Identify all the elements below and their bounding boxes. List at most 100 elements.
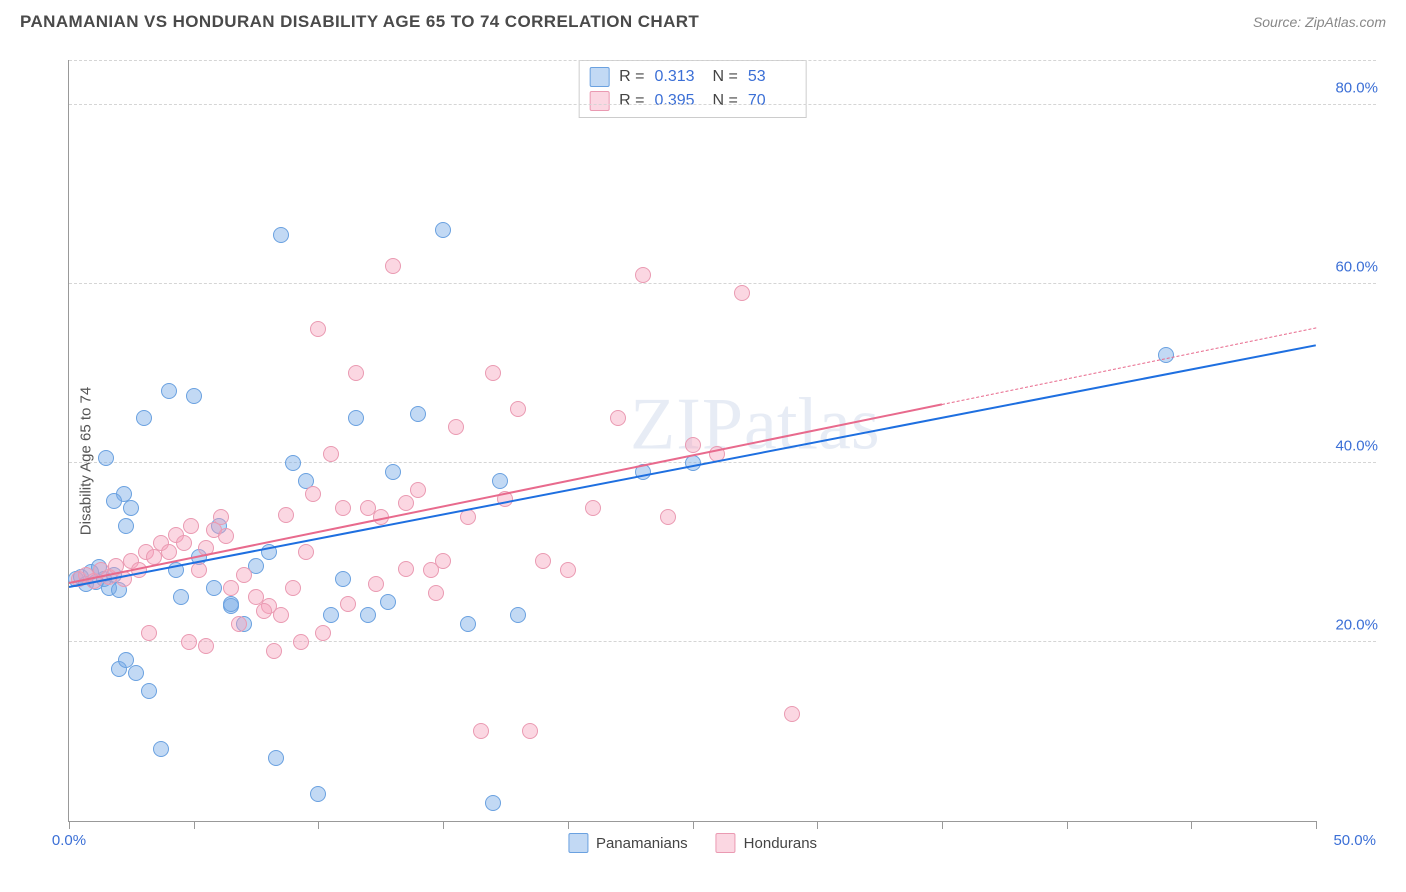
r-value: 0.395	[655, 92, 703, 110]
data-point	[223, 596, 239, 612]
data-point	[273, 227, 289, 243]
data-point	[141, 683, 157, 699]
data-point	[335, 571, 351, 587]
data-point	[223, 580, 239, 596]
r-value: 0.313	[655, 68, 703, 86]
data-point	[398, 495, 414, 511]
trend-line	[69, 403, 942, 584]
gridline	[69, 283, 1376, 284]
data-point	[310, 786, 326, 802]
n-label: N =	[713, 92, 738, 110]
n-value: 53	[748, 68, 796, 86]
data-point	[123, 500, 139, 516]
data-point	[136, 410, 152, 426]
data-point	[118, 518, 134, 534]
data-point	[348, 365, 364, 381]
data-point	[660, 509, 676, 525]
stat-row: R = 0.313 N = 53	[589, 65, 796, 89]
y-tick-label: 60.0%	[1335, 258, 1378, 275]
data-point	[266, 643, 282, 659]
data-point	[236, 567, 252, 583]
correlation-stat-box: R =0.313N =53R =0.395N =70	[578, 60, 807, 118]
y-tick-label: 80.0%	[1335, 79, 1378, 96]
data-point	[610, 410, 626, 426]
data-point	[141, 625, 157, 641]
data-point	[460, 616, 476, 632]
data-point	[273, 607, 289, 623]
data-point	[206, 580, 222, 596]
data-point	[181, 634, 197, 650]
trend-line	[942, 328, 1316, 406]
source-attribution: Source: ZipAtlas.com	[1253, 14, 1386, 30]
x-tick	[69, 821, 70, 829]
data-point	[198, 638, 214, 654]
data-point	[153, 741, 169, 757]
trend-line	[69, 345, 1316, 589]
data-point	[635, 267, 651, 283]
x-tick	[1067, 821, 1068, 829]
x-tick-label: 0.0%	[52, 832, 86, 849]
data-point	[285, 455, 301, 471]
data-point	[298, 544, 314, 560]
data-point	[368, 576, 384, 592]
data-point	[410, 406, 426, 422]
data-point	[106, 493, 122, 509]
data-point	[535, 553, 551, 569]
x-tick-label: 50.0%	[1333, 832, 1376, 849]
data-point	[278, 507, 294, 523]
data-point	[1158, 347, 1174, 363]
data-point	[191, 562, 207, 578]
data-point	[348, 410, 364, 426]
y-tick-label: 40.0%	[1335, 437, 1378, 454]
data-point	[428, 585, 444, 601]
legend-label: Panamanians	[596, 835, 688, 852]
n-label: N =	[713, 68, 738, 86]
watermark-part1: ZIP	[630, 384, 744, 466]
data-point	[161, 544, 177, 560]
data-point	[128, 665, 144, 681]
data-point	[380, 594, 396, 610]
data-point	[256, 603, 272, 619]
data-point	[98, 450, 114, 466]
r-label: R =	[619, 68, 644, 86]
x-tick	[194, 821, 195, 829]
legend: Panamanians Hondurans	[568, 833, 817, 853]
data-point	[435, 222, 451, 238]
data-point	[218, 528, 234, 544]
legend-item: Panamanians	[568, 833, 688, 853]
data-point	[485, 795, 501, 811]
data-point	[360, 607, 376, 623]
data-point	[323, 446, 339, 462]
data-point	[492, 473, 508, 489]
data-point	[268, 750, 284, 766]
x-tick	[568, 821, 569, 829]
data-point	[186, 388, 202, 404]
data-point	[385, 258, 401, 274]
r-label: R =	[619, 92, 644, 110]
legend-swatch	[716, 833, 736, 853]
data-point	[335, 500, 351, 516]
data-point	[323, 607, 339, 623]
data-point	[473, 723, 489, 739]
legend-item: Hondurans	[716, 833, 817, 853]
data-point	[585, 500, 601, 516]
data-point	[315, 625, 331, 641]
watermark-part2: atlas	[744, 384, 880, 466]
data-point	[448, 419, 464, 435]
data-point	[685, 437, 701, 453]
data-point	[522, 723, 538, 739]
x-tick	[817, 821, 818, 829]
data-point	[285, 580, 301, 596]
data-point	[161, 383, 177, 399]
x-tick	[1191, 821, 1192, 829]
data-point	[173, 589, 189, 605]
data-point	[293, 634, 309, 650]
gridline	[69, 104, 1376, 105]
data-point	[510, 401, 526, 417]
data-point	[340, 596, 356, 612]
gridline	[69, 641, 1376, 642]
data-point	[510, 607, 526, 623]
data-point	[305, 486, 321, 502]
data-point	[176, 535, 192, 551]
data-point	[410, 482, 426, 498]
